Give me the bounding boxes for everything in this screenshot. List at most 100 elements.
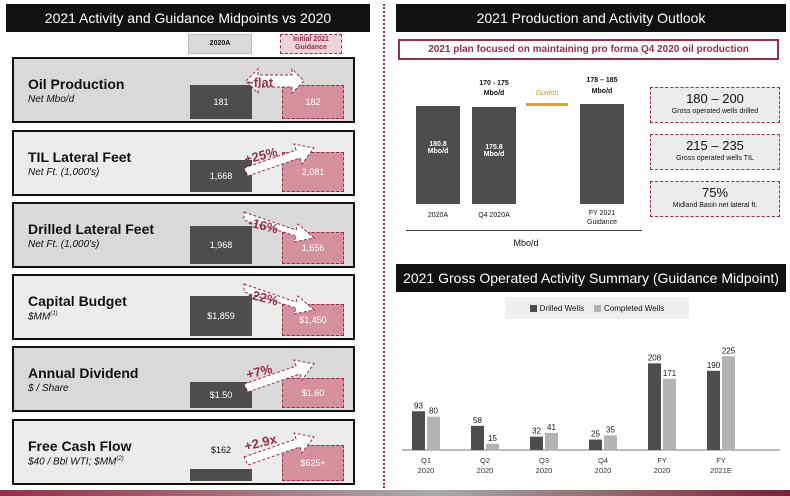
- bar-2020a: $1.50: [190, 382, 252, 408]
- category-label: 2020: [654, 466, 671, 475]
- bar-drilled: [707, 370, 720, 450]
- bar-guidance: $1.60: [282, 378, 344, 408]
- data-label: 58: [473, 416, 482, 425]
- category-label: FY: [657, 456, 667, 465]
- bar-guidance: $625+: [282, 445, 344, 481]
- bottom-accent-strip: [0, 490, 790, 496]
- bar-drilled: [412, 411, 425, 450]
- bar-label: FY 2021: [588, 210, 616, 217]
- bar-drilled: [589, 439, 602, 450]
- bar-completed: [486, 443, 499, 450]
- bar-completed: [722, 356, 735, 450]
- panel-capital-budget: Capital Budget $MM(1) $1,859 $1,450 -22%: [12, 274, 355, 340]
- data-label: 32: [532, 427, 541, 436]
- arrow-up-right-icon: [243, 359, 315, 393]
- data-label: 25: [591, 430, 600, 439]
- panel-subtitle: $ / Share: [28, 383, 69, 394]
- column-header-2020a: 2020A: [188, 34, 252, 54]
- data-label: 171: [663, 369, 677, 378]
- data-label: 80: [429, 407, 438, 416]
- panel-title: Free Cash Flow: [28, 438, 132, 454]
- column-header-guidance: Initial 2021 Guidance: [280, 34, 342, 54]
- bar-completed: [604, 435, 617, 450]
- info-box-wells-til: 215 – 235 Gross operated wells TIL: [650, 134, 780, 170]
- bar-label: Guidance: [587, 219, 617, 226]
- left-header: 2021 Activity and Guidance Midpoints vs …: [6, 4, 370, 32]
- bar-2020a: 1,968: [190, 226, 252, 264]
- panel-title: TIL Lateral Feet: [28, 149, 132, 165]
- section-divider: [383, 4, 385, 488]
- legend-swatch: [529, 304, 537, 312]
- panel-drilled-lateral-feet: Drilled Lateral Feet Net Ft. (1,000's) 1…: [12, 202, 355, 268]
- double-arrow-icon: [245, 67, 305, 95]
- category-label: 2020: [536, 466, 553, 475]
- bar-label: Q4 2020A: [478, 212, 510, 219]
- category-label: Q4: [598, 456, 608, 465]
- category-label: 2020: [595, 466, 612, 475]
- outlook-axis-line: [406, 230, 642, 231]
- guidon-bar: [526, 103, 568, 106]
- bar-top-range: 170 - 175: [479, 80, 509, 87]
- panel-oil-production: Oil Production Net Mbo/d 181 182 ~flat: [12, 57, 355, 123]
- arrow-down-right-icon: [243, 283, 316, 315]
- bar-completed: [545, 432, 558, 450]
- panel-subtitle: Net Ft. (1,000's): [28, 167, 100, 178]
- outlook-axis-label: Mbo/d: [513, 238, 539, 248]
- category-label: 2020: [418, 466, 435, 475]
- bar-q4-2020a: 175.8 Mbo/d: [472, 107, 516, 204]
- legend-item-completed: Completed Wells: [593, 304, 664, 313]
- panel-subtitle: $MM(1): [28, 311, 58, 323]
- bar-2020a-value: $162: [210, 445, 232, 455]
- panel-title: Capital Budget: [28, 293, 127, 309]
- chart-legend: Drilled Wells Completed Wells: [505, 297, 689, 319]
- panel-subtitle: Net Ft. (1,000's): [28, 239, 100, 250]
- arrow-up-right-icon: [243, 432, 315, 466]
- panel-title: Oil Production: [28, 76, 125, 92]
- panel-free-cash-flow: Free Cash Flow $40 / Bbl WTI; $MM(2) $16…: [12, 419, 355, 485]
- bar-drilled: [530, 436, 543, 450]
- arrow-up-right-icon: [243, 143, 315, 177]
- info-box-wells-drilled: 180 – 200 Gross operated wells drilled: [650, 87, 780, 123]
- bar-2020a: 181: [190, 85, 252, 119]
- bar-top-unit: Mbo/d: [483, 90, 505, 97]
- bar-2020a: [190, 469, 252, 481]
- bar-label: 2020A: [427, 212, 449, 219]
- panel-title: Annual Dividend: [28, 365, 139, 381]
- outlook-banner: 2021 plan focused on maintaining pro for…: [398, 39, 779, 60]
- data-label: 93: [414, 401, 423, 410]
- change-label: ~flat: [246, 75, 274, 90]
- category-label: Q1: [421, 456, 431, 465]
- panel-annual-dividend: Annual Dividend $ / Share $1.50 $1.60 +7…: [12, 346, 355, 412]
- bar-completed: [663, 378, 676, 450]
- guidon-label: Guidon: [535, 90, 559, 97]
- summary-header: 2021 Gross Operated Activity Summary (Gu…: [396, 264, 786, 292]
- category-label: Q2: [480, 456, 490, 465]
- legend-swatch: [593, 304, 601, 312]
- category-label: FY: [716, 456, 726, 465]
- data-label: 35: [606, 425, 615, 434]
- data-label: 41: [547, 423, 556, 432]
- data-label: 208: [648, 353, 662, 362]
- category-label: Q3: [539, 456, 549, 465]
- bar-drilled: [471, 425, 484, 450]
- panel-til-lateral-feet: TIL Lateral Feet Net Ft. (1,000's) 1,668…: [12, 130, 355, 196]
- bar-drilled: [648, 363, 661, 450]
- data-label: 190: [707, 361, 721, 370]
- panel-subtitle: Net Mbo/d: [28, 94, 75, 105]
- arrow-down-right-icon: [243, 211, 316, 243]
- info-box-midland: 75% Midland Basin net lateral ft.: [650, 181, 780, 217]
- panel-title: Drilled Lateral Feet: [28, 221, 155, 237]
- data-label: 225: [722, 346, 736, 355]
- category-label: 2020: [477, 466, 494, 475]
- bar-top-unit: Mbo/d: [591, 88, 613, 95]
- bar-top-range: 178 – 185: [586, 77, 618, 84]
- bar-2020a: 1,668: [190, 160, 252, 192]
- outlook-header: 2021 Production and Activity Outlook: [396, 4, 786, 32]
- data-label: 15: [488, 434, 497, 443]
- bar-2020a: 180.8 Mbo/d: [416, 106, 460, 204]
- bar-completed: [427, 416, 440, 450]
- bar-2020a: $1,859: [190, 296, 252, 336]
- bar-fy2021-guidance: [580, 104, 624, 204]
- category-label: 2021E: [710, 466, 732, 475]
